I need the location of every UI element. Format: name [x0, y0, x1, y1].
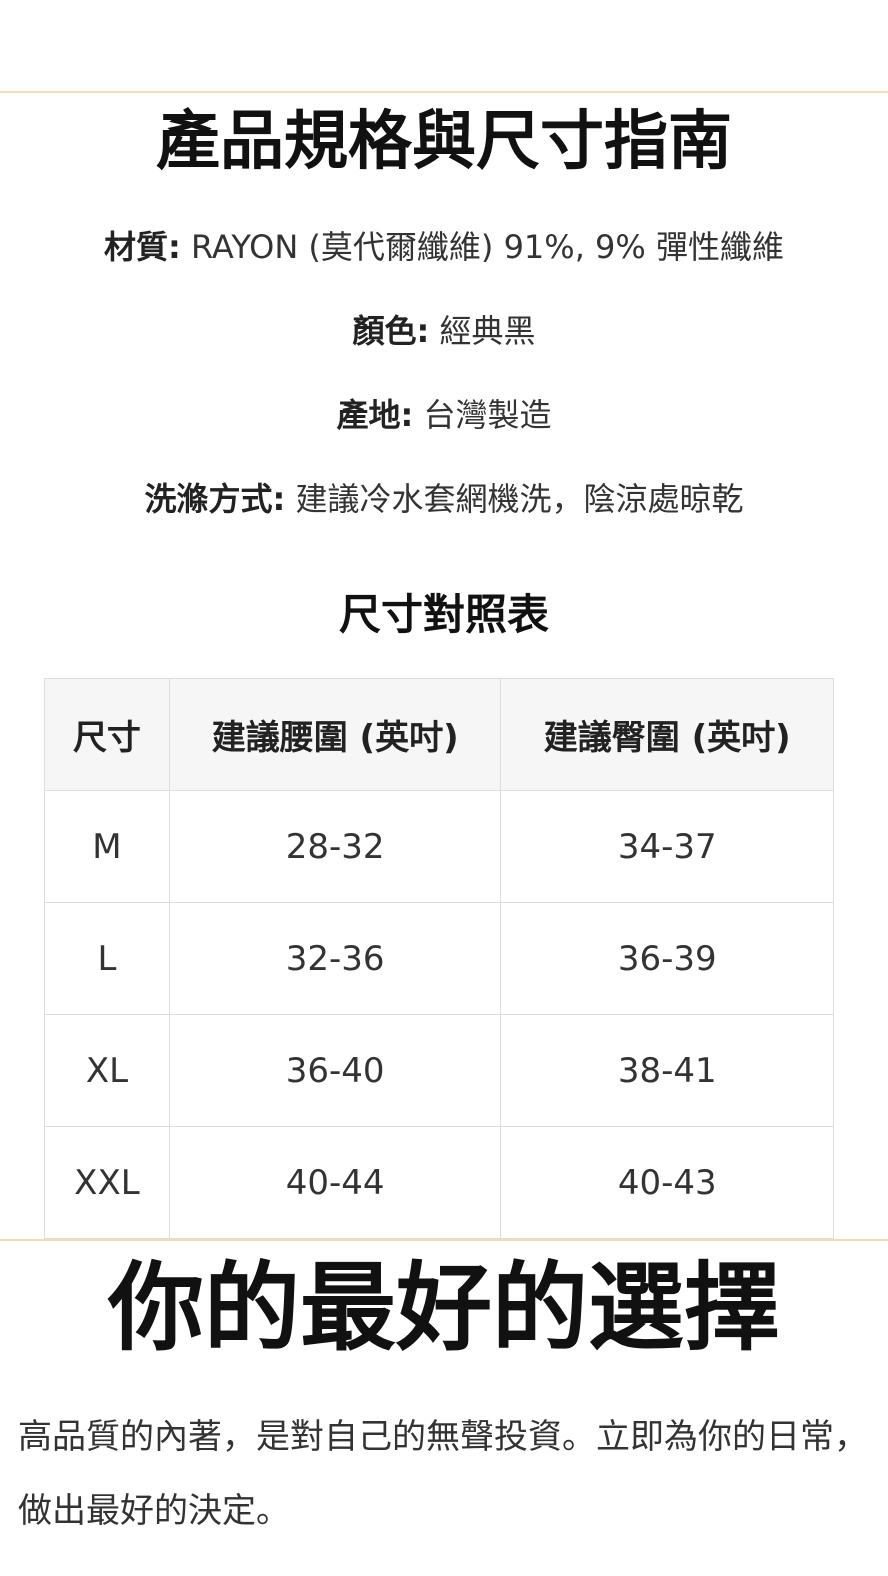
cell-size: M — [44, 790, 170, 903]
table-row: M 28-32 34-37 — [44, 790, 834, 903]
table-header-row: 尺寸 建議腰圍 (英吋) 建議臀圍 (英吋) — [44, 678, 834, 791]
table-row: XXL 40-44 40-43 — [44, 1126, 834, 1239]
spec-origin: 產地: 台灣製造 — [0, 390, 888, 436]
cell-hip: 34-37 — [500, 790, 834, 903]
cell-waist: 28-32 — [168, 790, 502, 903]
closing-paragraph: 高品質的內著，是對自己的無聲投資。立即為你的日常，做出最好的決定。 — [18, 1417, 868, 1531]
spec-label: 顏色: — [352, 312, 430, 350]
spec-washing: 洗滌方式: 建議冷水套網機洗，陰涼處晾乾 — [0, 474, 888, 520]
spec-label: 洗滌方式: — [144, 480, 286, 518]
spec-value: 台灣製造 — [413, 396, 552, 434]
cell-size: XL — [44, 1014, 170, 1127]
table-row: L 32-36 36-39 — [44, 902, 834, 1015]
cell-waist: 40-44 — [168, 1126, 502, 1239]
spec-value: 經典黑 — [429, 312, 536, 350]
cell-size: XXL — [44, 1126, 170, 1239]
cell-waist: 36-40 — [168, 1014, 502, 1127]
spec-label: 材質: — [104, 228, 181, 266]
spec-material: 材質: RAYON (莫代爾纖維) 91%, 9% 彈性纖維 — [0, 222, 888, 268]
spec-color: 顏色: 經典黑 — [0, 306, 888, 352]
spec-label: 產地: — [336, 396, 414, 434]
size-chart-title: 尺寸對照表 — [338, 590, 549, 639]
cell-waist: 32-36 — [168, 902, 502, 1015]
cell-hip: 36-39 — [500, 902, 834, 1015]
cell-size: L — [44, 902, 170, 1015]
page-title: 產品規格與尺寸指南 — [156, 105, 732, 179]
slogan: 你的最好的選擇 — [108, 1252, 780, 1364]
cell-hip: 40-43 — [500, 1126, 834, 1239]
header-size: 尺寸 — [44, 678, 170, 791]
size-chart-table: 尺寸 建議腰圍 (英吋) 建議臀圍 (英吋) M 28-32 34-37 L 32-36… — [44, 678, 834, 1239]
table-row: XL 36-40 38-41 — [44, 1014, 834, 1127]
spec-value: RAYON (莫代爾纖維) 91%, 9% 彈性纖維 — [180, 228, 784, 266]
bottom-divider — [0, 1239, 888, 1241]
top-divider — [0, 91, 888, 93]
spec-value: 建議冷水套網機洗，陰涼處晾乾 — [285, 480, 744, 518]
header-hip: 建議臀圍 (英吋) — [500, 678, 834, 791]
header-waist: 建議腰圍 (英吋) — [168, 678, 502, 791]
cell-hip: 38-41 — [500, 1014, 834, 1127]
